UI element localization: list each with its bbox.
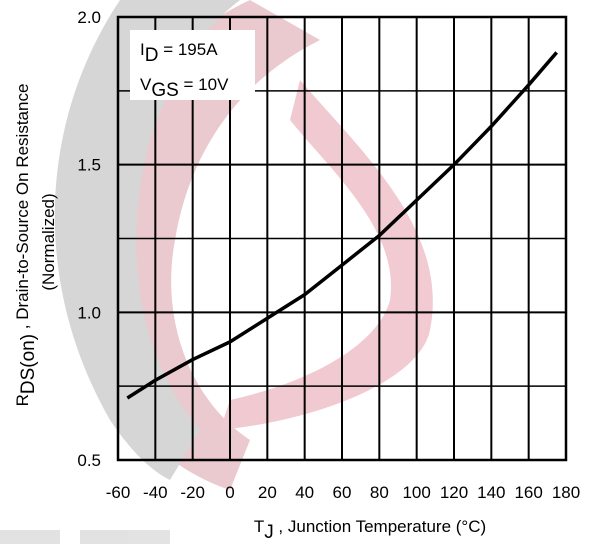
y-tick-label: 1.0 xyxy=(77,303,101,322)
y-tick-label: 1.5 xyxy=(77,156,101,175)
label-part: , Junction Temperature (°C) xyxy=(274,517,486,536)
y-tick-label: 0.5 xyxy=(77,451,101,470)
data-line xyxy=(126,51,558,400)
x-tick-label: 120 xyxy=(440,483,468,502)
label-part: GS xyxy=(151,80,178,101)
y-tick-label: 2.0 xyxy=(77,8,101,27)
annotation-bg xyxy=(130,30,255,100)
label: VGS = 10V xyxy=(140,75,229,101)
x-tick-label: 60 xyxy=(333,483,352,502)
label: ID = 195A xyxy=(140,40,218,66)
label-part: J xyxy=(264,522,274,543)
label: RDS(on) , Drain-to-Source On Resistance xyxy=(13,84,39,407)
x-tick-label: 180 xyxy=(552,483,580,502)
label-part: , Drain-to-Source On Resistance xyxy=(13,84,32,334)
label-part: V xyxy=(140,75,152,94)
plot-frame xyxy=(116,15,568,462)
watermark-arc xyxy=(54,0,240,480)
x-tick-label: -20 xyxy=(180,483,205,502)
label-part: R xyxy=(13,394,32,406)
x-tick-label: 40 xyxy=(295,483,314,502)
x-tick-label: 140 xyxy=(477,483,505,502)
label: TJ , Junction Temperature (°C) xyxy=(254,517,486,543)
label-part: = 195A xyxy=(158,40,218,59)
x-tick-label: -40 xyxy=(143,483,168,502)
label-part: I xyxy=(140,40,145,59)
watermark-bar xyxy=(80,530,170,544)
label-part: DS(on) xyxy=(18,334,39,394)
x-tick-label: 100 xyxy=(402,483,430,502)
label-part: T xyxy=(254,517,264,536)
x-tick-label: 160 xyxy=(514,483,542,502)
x-tick-label: 20 xyxy=(258,483,277,502)
y-axis-label: (Normalized) xyxy=(39,193,58,290)
watermark-bar xyxy=(0,530,60,544)
x-tick-label: 0 xyxy=(225,483,234,502)
label-part: = 10V xyxy=(179,75,229,94)
label-part: D xyxy=(145,45,159,66)
watermark-arc xyxy=(220,80,433,430)
x-tick-label: 80 xyxy=(370,483,389,502)
x-tick-label: -60 xyxy=(106,483,131,502)
